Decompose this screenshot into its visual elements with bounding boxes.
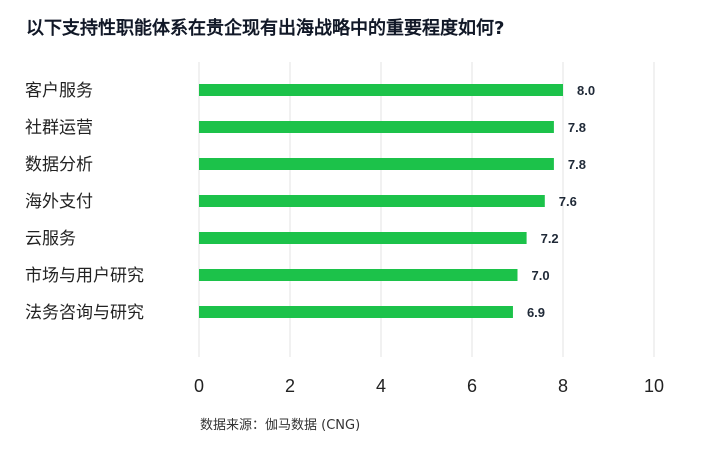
category-label: 市场与用户研究 [25,266,144,286]
category-label: 客户服务 [25,81,93,101]
category-label: 数据分析 [25,155,93,175]
category-label: 法务咨询与研究 [25,303,144,323]
bar [199,269,518,281]
data-source-note: 数据来源：伽马数据 (CNG) [200,418,361,433]
value-label: 7.2 [541,231,559,246]
bar [199,232,527,244]
category-label: 社群运营 [25,118,93,138]
value-label: 7.8 [568,120,586,135]
bar [199,306,513,318]
value-label: 7.8 [568,157,586,172]
x-tick-label: 10 [644,376,664,396]
x-tick-label: 2 [285,376,295,396]
value-label: 7.6 [559,194,577,209]
bar [199,121,554,133]
value-label: 6.9 [527,305,545,320]
x-tick-label: 6 [467,376,477,396]
value-label: 8.0 [577,83,595,98]
category-label: 海外支付 [25,192,93,212]
value-label: 7.0 [532,268,550,283]
x-tick-label: 4 [376,376,386,396]
chart-title: 以下支持性职能体系在贵企现有出海战略中的重要程度如何? [26,18,505,39]
bar [199,195,545,207]
bar [199,158,554,170]
category-label: 云服务 [25,229,76,249]
x-tick-label: 8 [558,376,568,396]
bar [199,84,563,96]
x-tick-label: 0 [194,376,204,396]
